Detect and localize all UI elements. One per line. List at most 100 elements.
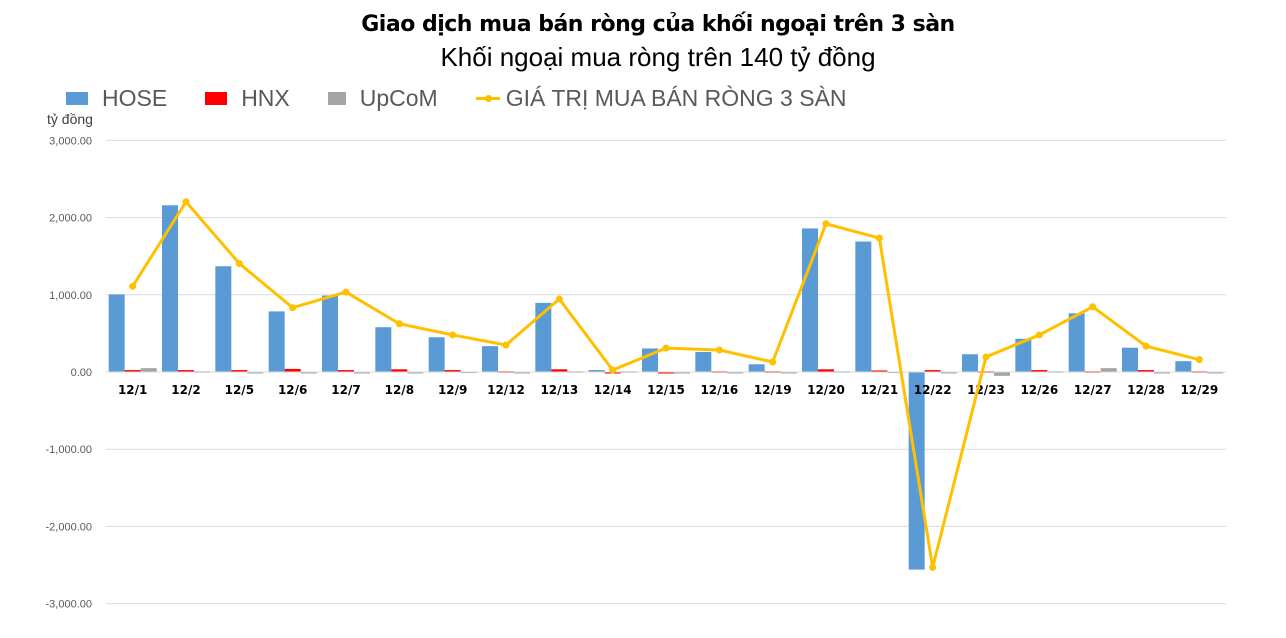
y-tick-label: 0.00: [71, 367, 92, 379]
bar-upcom: [940, 372, 957, 374]
net-value-line-series: [129, 198, 1203, 571]
legend-item-upcom: UpCoM: [327, 84, 438, 112]
y-tick-label: -3,000.00: [46, 599, 92, 611]
line-point-marker: [449, 331, 457, 339]
line-point-marker: [289, 304, 297, 312]
x-tick-label: 12/21: [860, 383, 898, 397]
x-axis-ticks: 12/1 12/2 12/5 12/6 12/7 12/8 12/9 12/12 12/13 12…: [118, 383, 1218, 397]
bar-hose: [1015, 338, 1032, 372]
x-tick-label: 12/14: [594, 383, 632, 397]
x-tick-label: 12/9: [438, 383, 467, 397]
line-point-marker: [929, 563, 937, 571]
legend-item-net: GIÁ TRỊ MUA BÁN RÒNG 3 SÀN: [475, 84, 847, 112]
x-tick-label: 12/29: [1180, 383, 1218, 397]
bar-hose: [1175, 361, 1192, 372]
y-tick-label: 2,000.00: [49, 213, 92, 225]
x-tick-label: 12/15: [647, 383, 685, 397]
line-point-marker: [182, 198, 190, 206]
bar-upcom: [300, 372, 317, 374]
bar-hnx: [124, 370, 141, 372]
line-point-marker: [1142, 342, 1150, 350]
bar-upcom: [780, 372, 797, 374]
bar-hose: [162, 205, 178, 372]
bar-hnx: [178, 370, 194, 372]
y-axis-unit-label: tỷ đồng: [47, 111, 93, 127]
bar-upcom: [674, 372, 690, 374]
bar-hose: [428, 337, 445, 372]
line-point-marker: [395, 320, 403, 328]
legend-item-hnx: HNX: [205, 85, 290, 112]
bar-hose: [108, 294, 125, 372]
line-point-marker: [555, 295, 563, 303]
gridlines: [106, 139, 1226, 605]
line-point-marker: [609, 366, 617, 374]
legend-label-upcom: UpCoM: [359, 84, 438, 111]
line-point-marker: [235, 260, 243, 268]
line-point-marker: [129, 282, 137, 290]
bar-series: [108, 205, 1224, 570]
bar-hose: [695, 351, 712, 372]
line-marker-icon: [475, 94, 500, 102]
bar-hose: [748, 364, 765, 372]
line-point-marker: [1035, 331, 1043, 339]
x-tick-label: 12/12: [487, 383, 525, 397]
x-tick-label: 12/1: [118, 383, 147, 397]
x-tick-label: 12/2: [171, 383, 200, 397]
legend-label-hnx: HNX: [241, 84, 290, 111]
bar-hnx: [391, 369, 408, 372]
bar-hnx: [924, 370, 941, 372]
bar-hose: [1122, 347, 1138, 372]
x-tick-label: 12/6: [278, 383, 307, 397]
bar-hose: [268, 311, 285, 372]
bar-upcom: [247, 372, 264, 374]
bar-hose: [855, 241, 872, 372]
bar-hose: [322, 295, 338, 372]
bar-hnx: [871, 370, 888, 372]
legend-item-hose: HOSE: [66, 85, 167, 112]
line-point-marker: [1089, 303, 1097, 311]
bar-upcom: [994, 372, 1010, 376]
x-tick-label: 12/13: [540, 383, 578, 397]
x-tick-label: 12/16: [700, 383, 738, 397]
x-tick-label: 12/19: [754, 383, 792, 397]
bar-hnx: [444, 370, 461, 372]
bar-upcom: [514, 372, 530, 374]
line-point-marker: [502, 341, 510, 349]
bar-upcom: [407, 372, 424, 374]
bar-hose: [1068, 313, 1085, 372]
bar-hose: [802, 228, 818, 372]
x-tick-label: 12/28: [1127, 383, 1165, 397]
hose-swatch-icon: [66, 91, 88, 105]
line-point-marker: [769, 358, 777, 366]
x-tick-label: 12/7: [331, 383, 360, 397]
x-tick-label: 12/26: [1020, 383, 1058, 397]
bar-hnx: [658, 372, 674, 374]
bar-hose: [375, 327, 392, 372]
line-point-marker: [1195, 356, 1203, 364]
bar-hnx: [284, 368, 301, 372]
chart-subtitle: Khối ngoại mua ròng trên 140 tỷ đồng: [440, 42, 876, 72]
bar-hose: [588, 370, 605, 372]
bar-upcom: [140, 368, 157, 372]
legend-label-net: GIÁ TRỊ MUA BÁN RÒNG 3 SÀN: [505, 84, 847, 111]
line-point-marker: [822, 220, 830, 228]
bar-hose: [535, 302, 552, 372]
line-point-marker: [982, 353, 990, 361]
line-point-marker: [715, 346, 723, 354]
line-point-marker: [342, 288, 350, 296]
x-tick-label: 12/20: [807, 383, 845, 397]
bar-hose: [962, 354, 978, 372]
upcom-swatch-icon: [327, 91, 346, 105]
bar-upcom: [1207, 372, 1224, 374]
legend-label-hose: HOSE: [102, 84, 168, 111]
bar-hnx: [551, 369, 568, 372]
y-tick-label: 1,000.00: [49, 290, 92, 302]
bar-hnx: [1031, 370, 1048, 372]
line-point-marker: [875, 234, 883, 242]
bar-hnx: [338, 370, 354, 372]
bar-upcom: [1100, 368, 1117, 372]
bar-hose: [215, 266, 232, 372]
bar-upcom: [1154, 372, 1170, 374]
bar-hose: [482, 346, 498, 372]
